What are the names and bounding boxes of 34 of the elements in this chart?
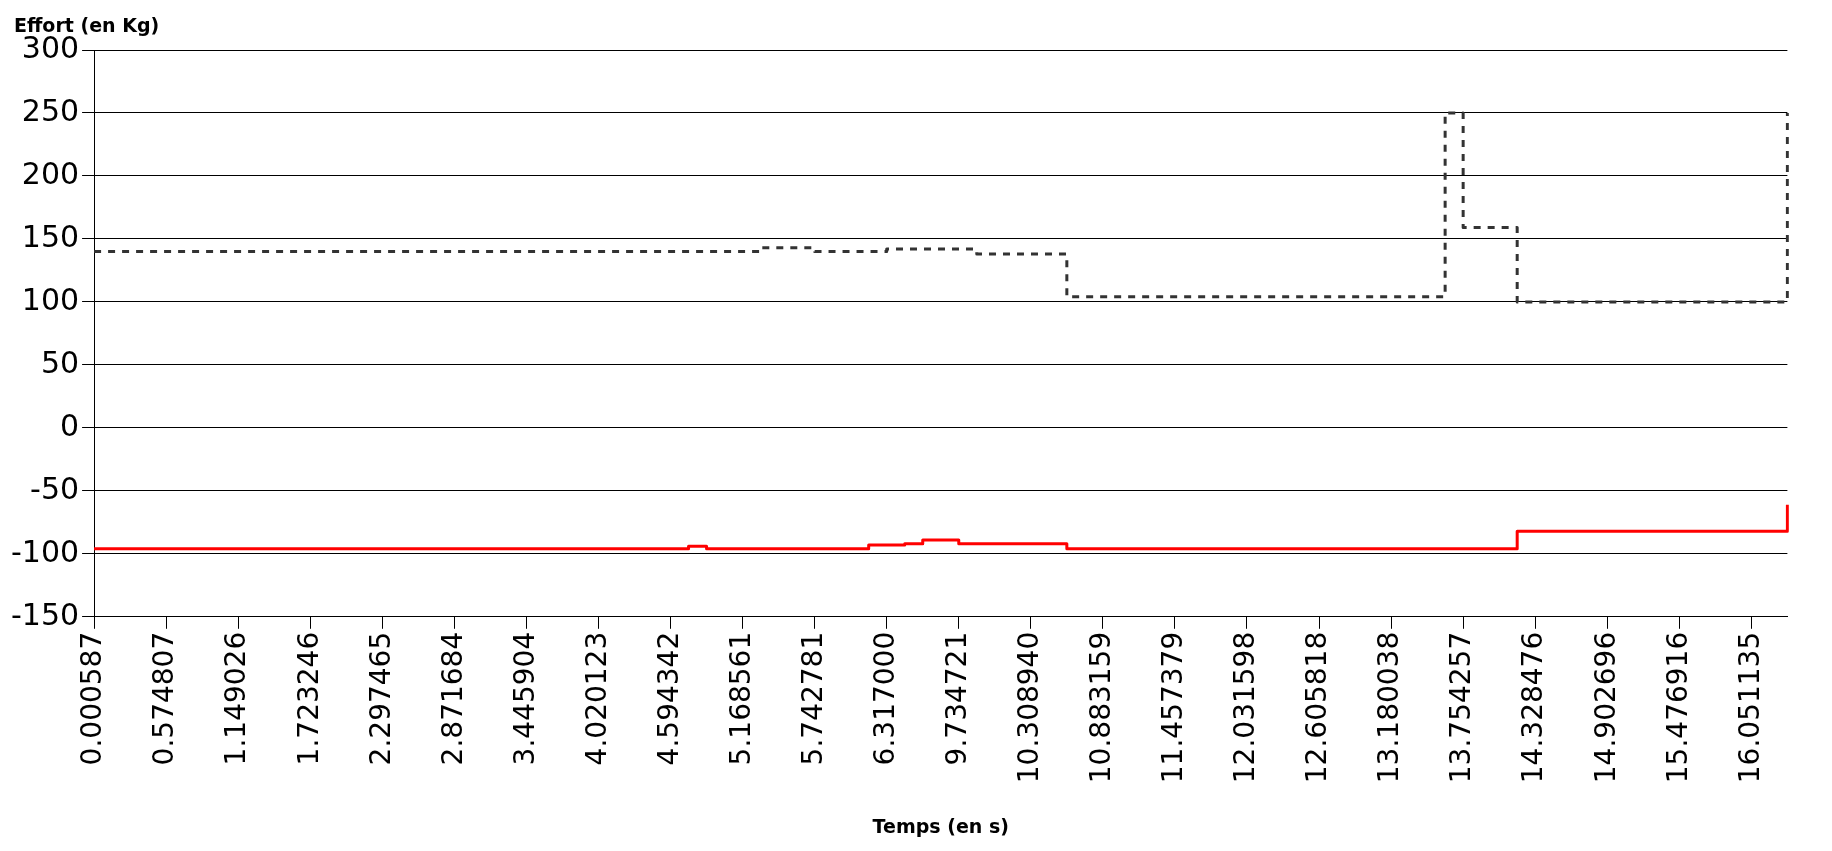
y-tick-label: 50: [40, 344, 80, 380]
x-tick-label: 10.883159: [1084, 631, 1118, 784]
y-tick-label: -50: [30, 470, 80, 506]
x-tick-label: 5.168561: [723, 631, 757, 766]
y-tick-label: -150: [10, 596, 80, 632]
x-tick-label: 10.308940: [1012, 631, 1046, 784]
y-tick-label: 200: [21, 155, 80, 191]
x-tick-label: 15.476916: [1660, 631, 1694, 784]
x-tick-label: 2.871684: [435, 631, 469, 766]
x-tick-label: 2.297465: [363, 631, 397, 766]
x-tick-label: 1.723246: [291, 631, 325, 766]
y-tick-label: 100: [21, 281, 80, 317]
y-tick-label: 250: [21, 92, 80, 128]
x-tick-label: 3.445904: [507, 631, 541, 766]
x-tick-label: 13.180038: [1372, 631, 1406, 784]
x-tick-label: 0.574807: [147, 631, 181, 766]
y-tick-label: 0: [59, 407, 80, 443]
x-tick-label: 6.317000: [867, 631, 901, 766]
x-tick-label: 14.902696: [1588, 631, 1622, 784]
x-tick-label: 5.742781: [795, 631, 829, 766]
x-tick-label: 0.000587: [75, 631, 109, 766]
y-tick-label: -100: [10, 533, 80, 569]
x-tick-label: 12.605818: [1300, 631, 1334, 784]
x-tick-label: 12.031598: [1228, 631, 1262, 784]
x-tick-label: 4.594342: [651, 631, 685, 766]
x-tick-label: 13.754257: [1444, 631, 1478, 784]
x-tick-label: 11.457379: [1156, 631, 1190, 784]
x-tick-label: 16.051135: [1732, 631, 1766, 784]
x-tick-label: 14.328476: [1516, 631, 1550, 784]
x-tick-label: 9.734721: [940, 631, 974, 766]
x-axis-title: Temps (en s): [872, 814, 1009, 837]
x-tick-label: 1.149026: [219, 631, 253, 766]
y-tick-label: 150: [21, 218, 80, 254]
x-tick-label: 4.020123: [579, 631, 613, 766]
